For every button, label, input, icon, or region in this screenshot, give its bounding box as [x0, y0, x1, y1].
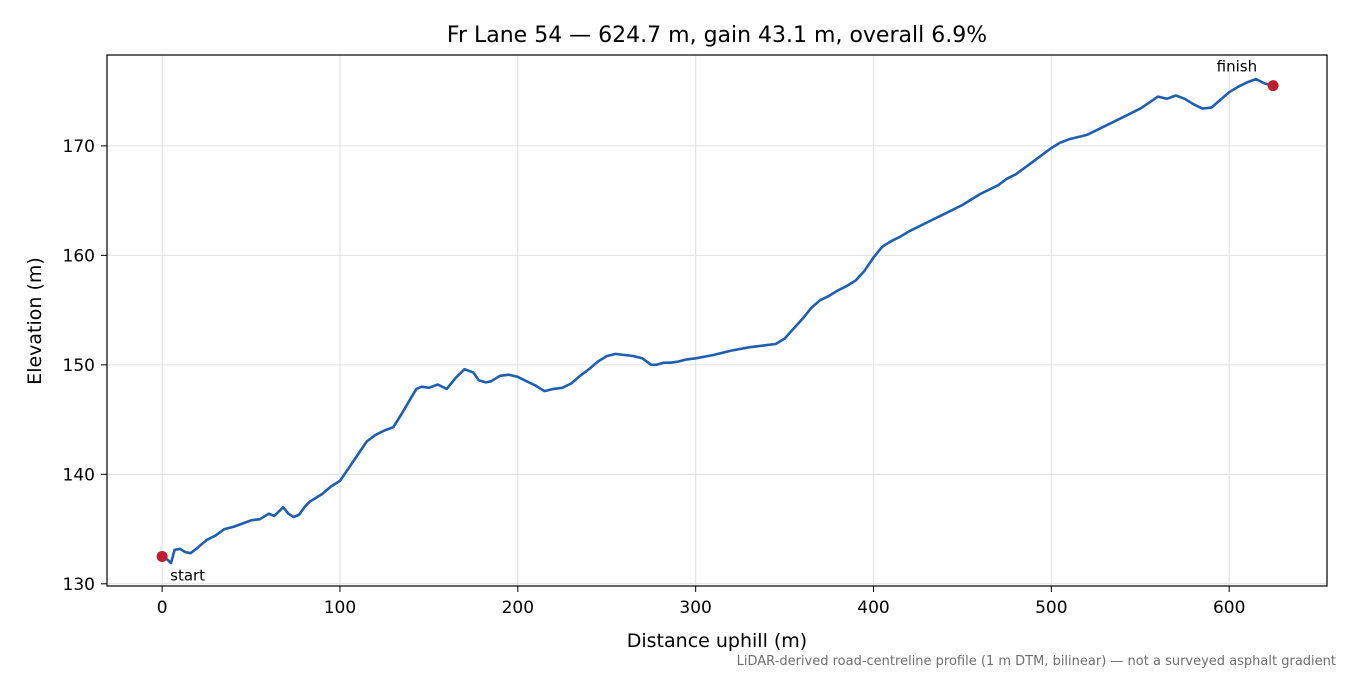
x-tick-label: 300 — [679, 598, 711, 618]
series-layer: start finish — [156, 58, 1279, 584]
plot-frame — [106, 54, 1328, 587]
y-axis-label: Elevation (m) — [24, 257, 46, 385]
start-marker — [156, 550, 168, 562]
elevation-line — [160, 77, 1275, 565]
x-tick-label: 400 — [857, 598, 889, 618]
y-tick-label: 140 — [63, 465, 95, 485]
x-tick-label: 0 — [157, 598, 168, 618]
finish-marker — [1267, 80, 1279, 92]
chart-title: Fr Lane 54 — 624.7 m, gain 43.1 m, overa… — [447, 23, 987, 48]
y-tick-label: 170 — [63, 137, 95, 157]
x-axis-label: Distance uphill (m) — [627, 630, 807, 652]
y-tick-label: 130 — [63, 575, 95, 595]
x-tick-label: 600 — [1213, 598, 1245, 618]
start-label: start — [170, 566, 205, 584]
x-tick-label: 200 — [502, 598, 534, 618]
x-tick-label: 100 — [324, 598, 356, 618]
y-tick-label: 160 — [63, 246, 95, 266]
grid-lines — [107, 55, 1327, 586]
axis-ticks: 0 100 200 300 400 500 600 130 140 150 160 170 — [63, 137, 1246, 618]
finish-label: finish — [1217, 58, 1257, 76]
y-tick-label: 150 — [63, 356, 95, 376]
x-tick-label: 500 — [1035, 598, 1067, 618]
footnote: LiDAR-derived road-centreline profile (1… — [737, 654, 1336, 669]
